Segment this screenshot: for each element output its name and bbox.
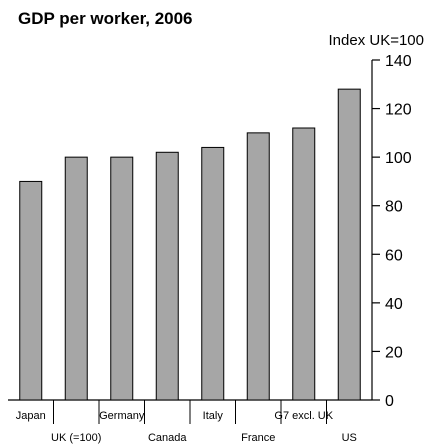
y-tick-label: 120	[385, 102, 412, 119]
y-tick-label: 100	[385, 150, 412, 167]
x-label-canada: Canada	[148, 432, 187, 444]
x-label-uk-100: UK (=100)	[51, 432, 101, 444]
y-tick-label: 80	[385, 199, 403, 216]
y-axis-label: Index UK=100	[328, 32, 425, 49]
bars-group	[19, 88, 361, 401]
y-ticks-group: 0 20 40 60 80 100 120 140	[372, 53, 412, 410]
bar-us	[337, 88, 361, 401]
y-tick-label: 20	[385, 344, 403, 361]
x-label-germany: Germany	[99, 410, 145, 422]
bar-japan	[19, 180, 43, 401]
bar-germany	[110, 156, 134, 401]
x-label-us: US	[342, 432, 357, 444]
y-tick-label: 140	[385, 53, 412, 70]
x-label-g7-excl-uk: G7 excl. UK	[274, 410, 333, 422]
y-tick-label: 40	[385, 296, 403, 313]
bar-france	[246, 132, 270, 401]
x-label-italy: Italy	[203, 410, 224, 422]
bar-g7-excl-uk	[292, 127, 316, 401]
bar-canada	[155, 151, 179, 401]
bar-uk-100	[64, 156, 88, 401]
y-tick-label: 0	[385, 393, 394, 410]
bar-italy	[201, 146, 225, 401]
y-tick-label: 60	[385, 247, 403, 264]
chart-title: GDP per worker, 2006	[18, 9, 193, 28]
x-label-france: France	[241, 432, 275, 444]
x-label-japan: Japan	[16, 410, 46, 422]
